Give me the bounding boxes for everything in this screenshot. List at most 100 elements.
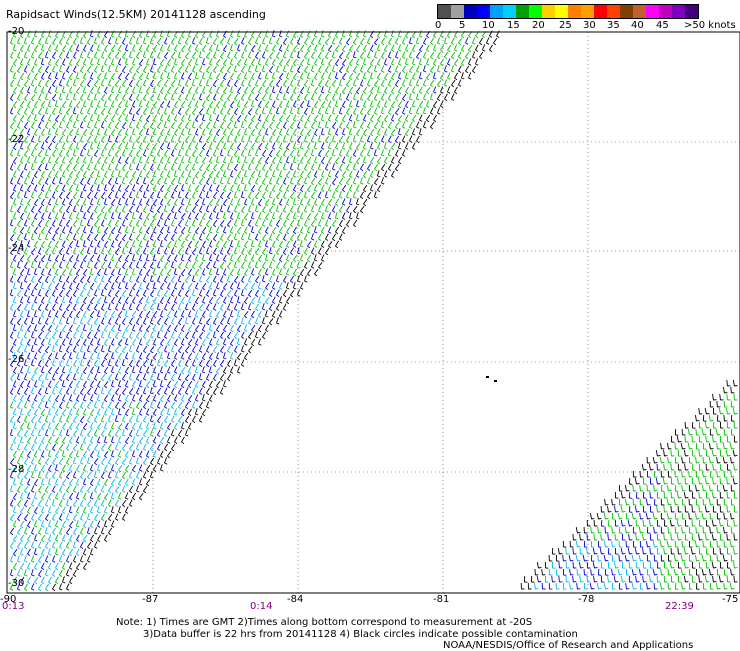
wind-barb [209,198,214,207]
lon-label: -90 [0,594,17,605]
wind-barb [48,492,52,500]
wind-barb [38,65,43,74]
wind-barb [642,561,647,569]
wind-barb [730,400,735,408]
wind-barb [52,107,56,115]
wind-barb [136,135,141,144]
wind-barb [719,547,724,555]
wind-barb [118,436,122,444]
wind-barb [73,499,78,508]
wind-barb [244,114,248,122]
wind-barb [129,485,134,494]
wind-barb [66,472,71,480]
wind-barb [55,184,60,193]
wind-barb [122,331,126,339]
wind-barb [52,471,56,479]
wind-barb [360,65,364,73]
wind-barb [181,184,185,192]
wind-barb [681,540,686,548]
wind-barb [331,65,336,73]
wind-barb [243,184,248,192]
wind-barb [199,164,204,172]
wind-barb [76,548,80,556]
wind-barb [150,37,154,45]
wind-barb [17,583,21,591]
wind-barb [719,491,724,499]
colorbar-swatch [646,5,659,18]
wind-barb [139,142,143,150]
wind-barb [97,226,101,234]
wind-barb [353,149,357,157]
wind-barb [45,499,49,507]
wind-barb [114,415,119,423]
wind-barb [188,324,193,333]
wind-barb [321,72,325,80]
wind-barb [132,268,136,276]
wind-barb [159,380,164,388]
wind-barb [684,464,689,471]
wind-barb [80,471,85,480]
wind-barb [234,191,238,199]
wind-barb [265,324,269,332]
wind-barb [38,331,43,340]
wind-barb [223,268,227,276]
wind-barb [691,421,696,429]
wind-barb [149,275,154,283]
wind-barb [45,205,49,213]
wind-barb [97,310,101,318]
wind-barb [55,44,59,52]
wind-barb [115,331,120,340]
wind-barb [181,156,185,164]
wind-barb [87,79,92,88]
wind-barb [13,72,17,80]
wind-barb [58,233,63,241]
wind-barb [269,303,273,311]
wind-barb [402,79,406,87]
wind-barb [695,526,700,534]
wind-barb [118,156,122,164]
wind-barb [41,436,45,444]
wind-barb [325,149,330,158]
wind-barb [45,191,49,199]
wind-barb [13,198,17,206]
wind-barb [649,491,654,499]
wind-barb [701,555,707,562]
wind-barb [121,429,126,437]
wind-barb [171,93,175,101]
wind-barb [31,429,35,437]
wind-barb [258,184,262,192]
wind-barb [300,128,304,136]
wind-barb [174,366,178,374]
wind-barb [111,324,116,333]
wind-barb [698,407,703,415]
wind-barb [20,450,24,458]
wind-barb [135,37,140,45]
wind-barb [52,485,56,493]
wind-barb [24,457,29,466]
wind-barb [66,79,70,87]
wind-barb [52,275,56,283]
wind-barb [27,464,32,473]
wind-barb [111,212,115,220]
wind-barb [13,492,18,501]
wind-barb [31,289,35,297]
wind-barb [618,485,623,492]
wind-barb [307,129,312,137]
wind-barb [101,247,105,255]
wind-barb [258,128,262,136]
wind-barb [444,65,448,73]
wind-barb [150,317,154,325]
wind-barb [160,296,165,305]
wind-barb [374,51,378,59]
wind-barb [534,568,539,576]
wind-barb [391,86,395,94]
wind-barb [188,100,193,109]
wind-barb [38,429,42,437]
wind-barb [444,93,448,101]
wind-barb [328,44,333,53]
colorbar-swatch [529,5,542,18]
wind-barb [384,114,389,123]
wind-barb [45,135,50,144]
wind-barb [97,198,101,206]
wind-barb [711,520,717,527]
